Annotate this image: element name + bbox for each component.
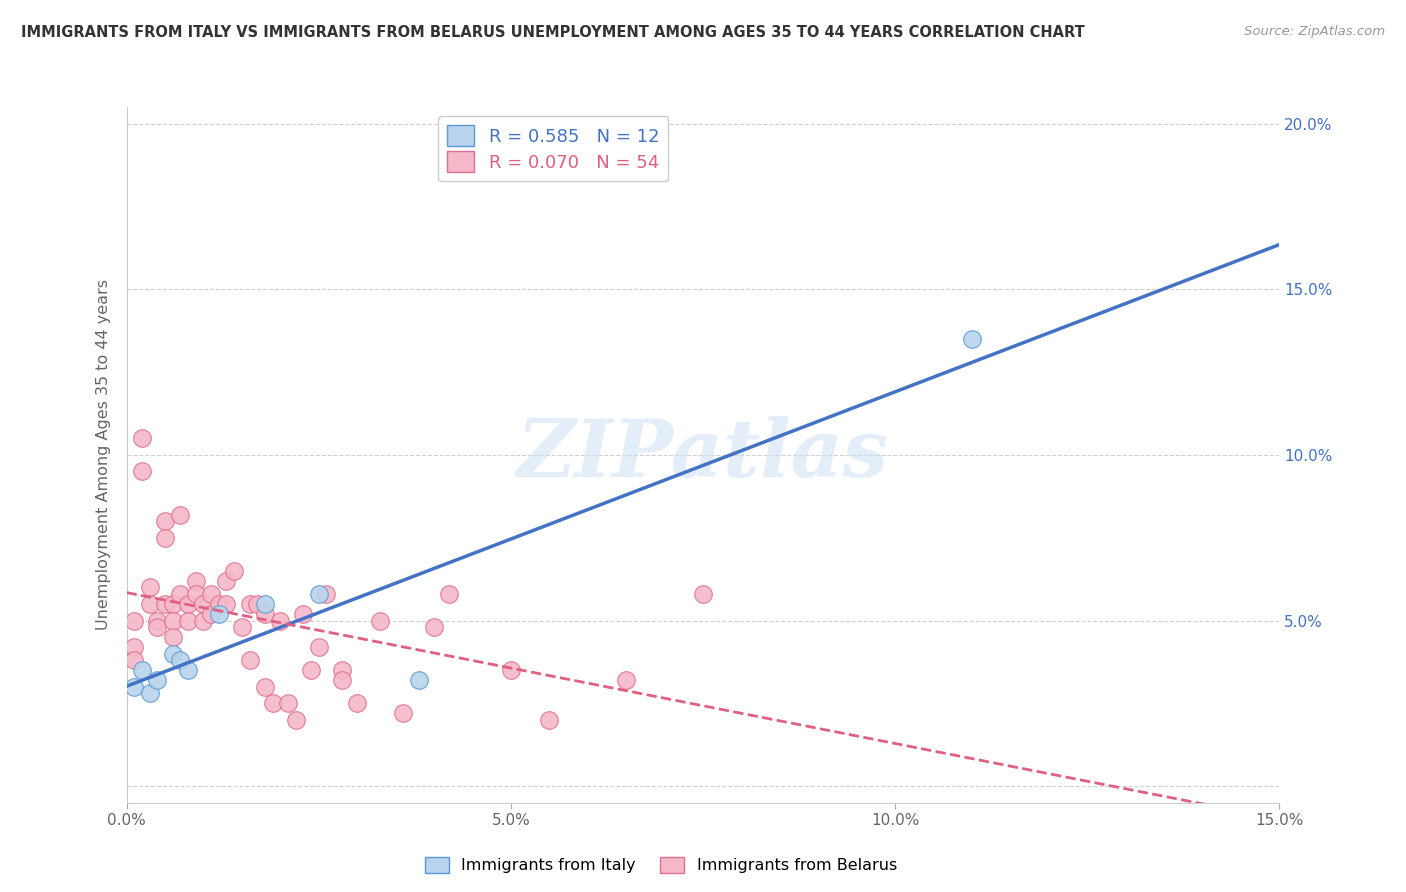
Point [131, 465, 153, 479]
Point [146, 620, 169, 634]
Point [153, 597, 176, 611]
Point [122, 680, 145, 694]
Point [122, 640, 145, 654]
Point [253, 607, 276, 621]
Point [292, 607, 315, 621]
Point [177, 614, 200, 628]
Point [169, 587, 191, 601]
Point [269, 614, 291, 628]
Point [246, 597, 269, 611]
Point [231, 620, 253, 634]
Point [215, 574, 238, 588]
Point [538, 713, 561, 727]
Text: Source: ZipAtlas.com: Source: ZipAtlas.com [1244, 25, 1385, 38]
Point [238, 597, 260, 611]
Point [177, 597, 200, 611]
Point [162, 630, 184, 644]
Legend: R = 0.585   N = 12, R = 0.070   N = 54: R = 0.585 N = 12, R = 0.070 N = 54 [439, 116, 668, 181]
Legend: Immigrants from Italy, Immigrants from Belarus: Immigrants from Italy, Immigrants from B… [418, 850, 904, 880]
Point [184, 587, 207, 601]
Point [224, 564, 246, 578]
Point [692, 587, 714, 601]
Point [439, 587, 461, 601]
Point [122, 653, 145, 667]
Point [208, 607, 231, 621]
Point [215, 597, 238, 611]
Point [138, 581, 160, 595]
Point [200, 587, 222, 601]
Point [169, 653, 191, 667]
Point [193, 597, 215, 611]
Point [193, 614, 215, 628]
Point [408, 673, 430, 688]
Point [177, 663, 200, 677]
Point [299, 663, 322, 677]
Point [308, 587, 330, 601]
Y-axis label: Unemployment Among Ages 35 to 44 years: Unemployment Among Ages 35 to 44 years [96, 279, 111, 631]
Point [253, 597, 276, 611]
Point [423, 620, 446, 634]
Point [284, 713, 307, 727]
Point [200, 607, 222, 621]
Point [330, 673, 353, 688]
Point [153, 514, 176, 528]
Point [960, 332, 983, 346]
Point [330, 663, 353, 677]
Point [162, 597, 184, 611]
Point [162, 647, 184, 661]
Point [392, 706, 415, 721]
Text: ZIPatlas: ZIPatlas [517, 417, 889, 493]
Point [315, 587, 337, 601]
Point [169, 508, 191, 522]
Point [138, 686, 160, 700]
Point [131, 431, 153, 445]
Point [131, 663, 153, 677]
Point [153, 531, 176, 545]
Point [368, 614, 391, 628]
Point [253, 680, 276, 694]
Point [146, 673, 169, 688]
Point [614, 673, 637, 688]
Point [308, 640, 330, 654]
Point [122, 614, 145, 628]
Point [499, 663, 522, 677]
Point [146, 614, 169, 628]
Point [208, 597, 231, 611]
Text: IMMIGRANTS FROM ITALY VS IMMIGRANTS FROM BELARUS UNEMPLOYMENT AMONG AGES 35 TO 4: IMMIGRANTS FROM ITALY VS IMMIGRANTS FROM… [21, 25, 1085, 40]
Point [184, 574, 207, 588]
Point [277, 697, 299, 711]
Point [238, 653, 260, 667]
Point [138, 597, 160, 611]
Point [262, 697, 284, 711]
Point [162, 614, 184, 628]
Point [346, 697, 368, 711]
